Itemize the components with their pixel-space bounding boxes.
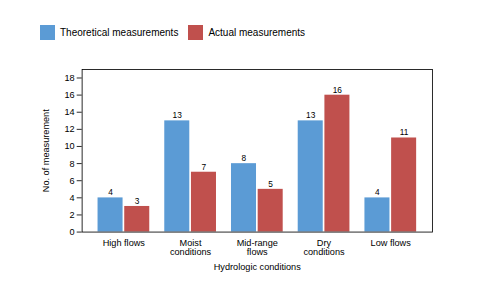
svg-text:10: 10 — [64, 141, 74, 151]
html-text:Theoretical measurements: Theoretical measurements — [60, 27, 179, 38]
svg-text:16: 16 — [333, 85, 343, 95]
svg-text:8: 8 — [70, 159, 75, 169]
svg-text:11: 11 — [400, 127, 409, 137]
svg-text:No. of measurement: No. of measurement — [41, 109, 51, 192]
svg-text:4: 4 — [108, 187, 113, 197]
svg-text:16: 16 — [64, 90, 74, 100]
svg-text:Hydrologic conditions: Hydrologic conditions — [214, 262, 301, 272]
svg-text:5: 5 — [268, 179, 273, 189]
html-text:Actual measurements: Actual measurements — [208, 27, 306, 38]
svg-text:13: 13 — [306, 110, 316, 120]
svg-text:7: 7 — [202, 162, 207, 172]
svg-text:Moistconditions: Moistconditions — [170, 238, 212, 257]
svg-text:14: 14 — [64, 107, 74, 117]
svg-text:High flows: High flows — [103, 238, 146, 248]
svg-text:Dryconditions: Dryconditions — [303, 238, 345, 257]
svg-text:8: 8 — [242, 153, 247, 163]
svg-text:2: 2 — [70, 210, 75, 220]
svg-text:Mid-rangeflows: Mid-rangeflows — [237, 238, 278, 257]
svg-text:18: 18 — [64, 73, 74, 83]
svg-text:6: 6 — [70, 176, 75, 186]
svg-text:4: 4 — [70, 193, 75, 203]
svg-text:0: 0 — [70, 227, 75, 237]
svg-text:12: 12 — [64, 124, 74, 134]
svg-text:Low flows: Low flows — [371, 238, 412, 248]
svg-text:13: 13 — [173, 110, 183, 120]
svg-text:4: 4 — [375, 187, 380, 197]
svg-text:3: 3 — [135, 196, 140, 206]
